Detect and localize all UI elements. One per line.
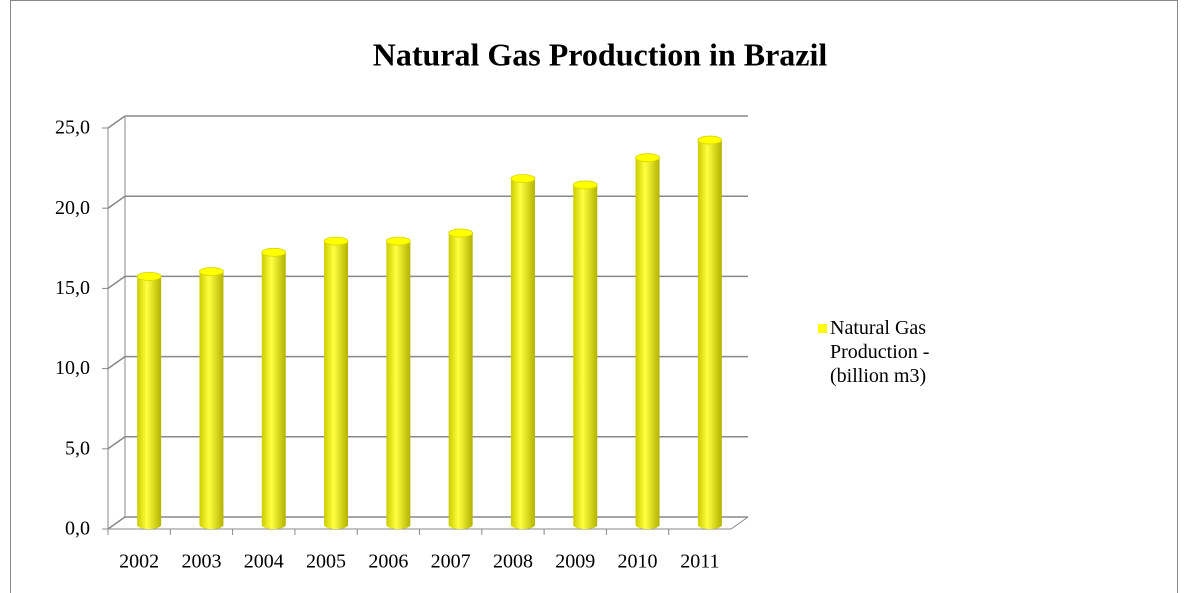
grid-line <box>107 516 126 530</box>
x-tick-label: 2007 <box>431 551 471 573</box>
legend-swatch <box>818 324 827 333</box>
grid-line <box>107 436 126 450</box>
bar-body <box>697 140 722 530</box>
x-tick-label: 2005 <box>306 551 346 573</box>
bar-body <box>448 233 473 529</box>
bar <box>199 267 224 529</box>
bar-body <box>137 276 162 529</box>
y-tick-label: 15,0 <box>55 277 90 299</box>
x-tick-label: 2009 <box>555 551 595 573</box>
bar-top <box>448 228 474 238</box>
chart-border <box>10 0 1178 593</box>
bar-body <box>510 178 535 529</box>
x-tick-label: 2004 <box>244 551 284 573</box>
bar-top <box>199 267 224 276</box>
bar-top <box>136 271 162 281</box>
bar <box>448 228 474 529</box>
x-tick-label: 2011 <box>680 551 719 573</box>
bar-top <box>261 247 287 257</box>
chart-title: Natural Gas Production in Brazil <box>373 36 828 72</box>
legend-label: Natural Gas Production - (billion m3) <box>830 317 930 387</box>
grid-line <box>107 195 126 209</box>
bar-body <box>324 241 349 530</box>
bar <box>635 153 660 529</box>
y-tick-label: 0,0 <box>65 518 90 540</box>
bar-top <box>697 135 723 145</box>
bar-body <box>635 157 660 529</box>
y-tick-label: 20,0 <box>55 197 90 219</box>
x-tick-label: 2003 <box>181 551 221 573</box>
floor-right <box>730 516 749 530</box>
bar <box>510 174 536 529</box>
y-tick-label: 25,0 <box>55 117 90 139</box>
bar <box>385 236 411 530</box>
bar-top <box>510 174 536 183</box>
bar-body <box>261 252 286 529</box>
bar-top <box>572 180 598 190</box>
x-tick-label: 2006 <box>368 551 408 573</box>
bar <box>572 180 598 529</box>
grid-line <box>107 355 126 370</box>
legend: Natural Gas Production - (billion m3) <box>818 316 1178 388</box>
bar-top <box>323 236 349 246</box>
x-tick-label: 2002 <box>119 551 159 573</box>
y-tick-label: 5,0 <box>65 437 90 459</box>
bar <box>261 247 287 529</box>
grid-line <box>107 115 126 129</box>
bar-body <box>199 271 224 529</box>
y-tick-label: 10,0 <box>55 357 90 379</box>
bar <box>697 135 723 530</box>
bar-body <box>386 241 411 530</box>
bar-body <box>573 184 598 529</box>
bar-top <box>635 153 660 163</box>
x-tick-label: 2008 <box>493 551 533 573</box>
bar <box>323 236 349 530</box>
bar <box>136 271 162 529</box>
bar-top <box>385 236 411 246</box>
x-tick-label: 2010 <box>618 551 658 573</box>
plot-area: 0,0 5,0 10,0 15,0 20,0 25,0 2002 2003 2004 2005 20… <box>55 115 749 573</box>
grid-line <box>107 275 126 290</box>
